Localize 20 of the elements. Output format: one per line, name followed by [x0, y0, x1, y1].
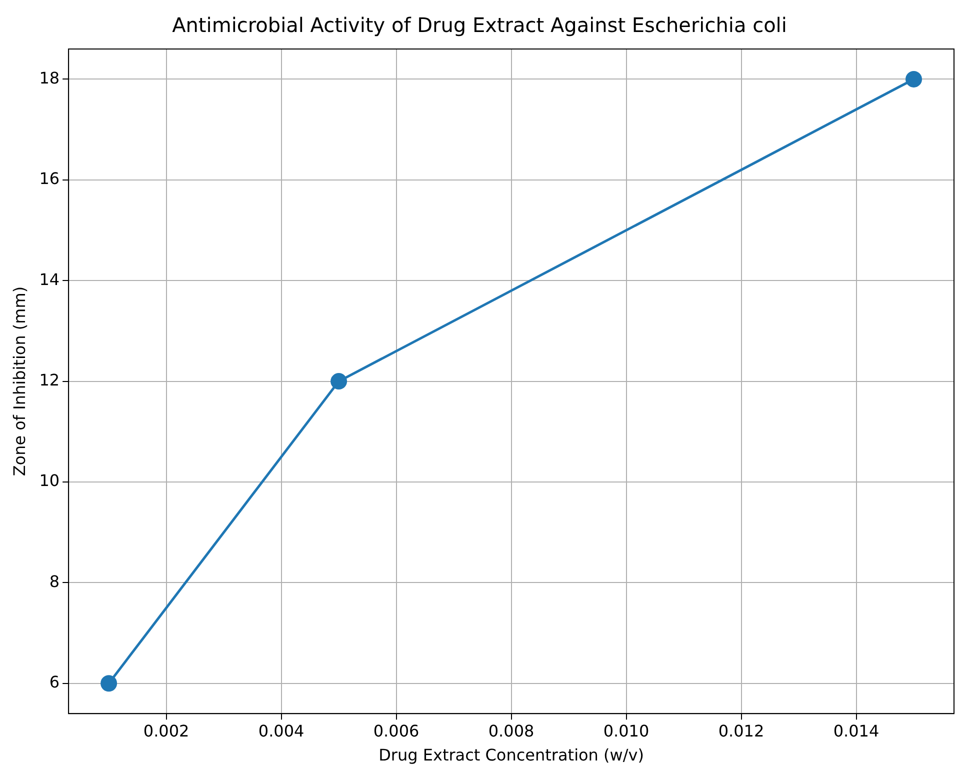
y-axis-title: Zone of Inhibition (mm): [10, 286, 29, 476]
y-tick-label: 18: [39, 68, 60, 88]
chart-title: Antimicrobial Activity of Drug Extract Against Escherichia coli: [172, 13, 787, 38]
point: [330, 373, 348, 390]
point: [100, 675, 118, 692]
x-tick-label: 0.004: [258, 721, 304, 740]
y-tick-label: 6: [49, 672, 60, 692]
point: [906, 70, 922, 88]
x-axis-title: Drug Extract Concentration (w/v): [378, 746, 644, 765]
x-tick-label: 0.006: [373, 721, 420, 740]
y-tick-label: 10: [39, 471, 60, 490]
y-tick-label: 12: [39, 370, 60, 390]
x-tick-label: 0.008: [488, 721, 534, 740]
x-tick-label: 0.014: [833, 721, 880, 740]
x-tick-label: 0.002: [143, 721, 190, 740]
x-tick-label: 0.012: [718, 721, 764, 740]
x-tick-label: 0.010: [603, 721, 650, 740]
y-tick-label: 8: [49, 572, 60, 591]
y-tick-label: 16: [39, 169, 60, 188]
y-tick-label: 14: [39, 270, 60, 289]
